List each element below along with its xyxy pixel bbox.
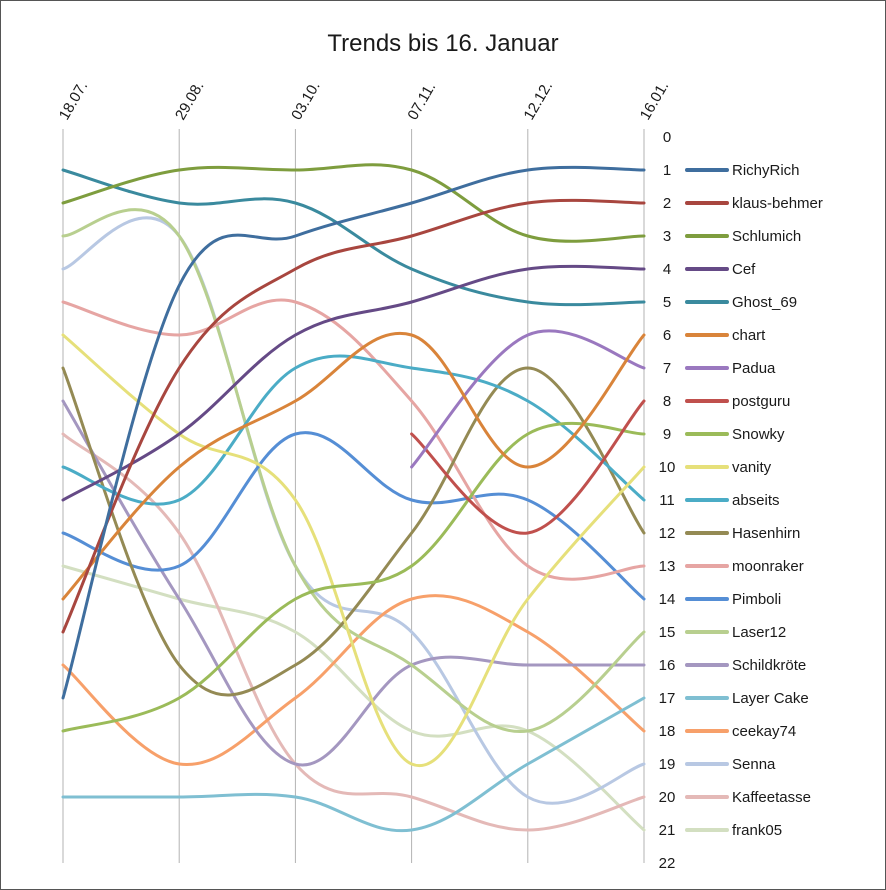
legend-label-pimboli: Pimboli [732, 591, 781, 608]
series-line-klaus-behmer [61, 198, 646, 634]
series-line-chart [61, 331, 646, 601]
series-line-richyrich [61, 165, 646, 700]
y-tick-label: 22 [659, 855, 676, 872]
legend-label-postguru: postguru [732, 393, 790, 410]
y-tick-label: 20 [659, 789, 676, 806]
y-tick-label: 12 [659, 525, 676, 542]
y-tick-label: 7 [663, 360, 671, 377]
x-tick-label: 29.08. [172, 78, 208, 123]
series-line-snowky [61, 421, 646, 733]
y-tick-label: 19 [659, 756, 676, 773]
legend-label-laser12: Laser12 [732, 624, 786, 641]
x-tick-label: 12.12. [521, 78, 557, 123]
y-tick-label: 4 [663, 261, 671, 278]
legend-label-cef: Cef [732, 261, 756, 278]
y-tick-label: 3 [663, 228, 671, 245]
chart-title: Trends bis 16. Januar [327, 30, 558, 57]
legend-label-hasenhirn: Hasenhirn [732, 525, 800, 542]
y-tick-label: 14 [659, 591, 676, 608]
x-tick-label: 03.10. [288, 78, 324, 123]
y-tick-label: 2 [663, 195, 671, 212]
y-tick-label: 16 [659, 657, 676, 674]
x-axis-tick-labels: 18.07. 29.08. 03.10. 07.11. 12.12. 16.01. [56, 78, 673, 123]
y-tick-label: 6 [663, 327, 671, 344]
legend-label-snowky: Snowky [732, 426, 785, 443]
series-line-laser12 [61, 208, 646, 734]
legend-label-richyrich: RichyRich [732, 162, 800, 179]
series-line-padua [410, 329, 646, 469]
y-tick-label: 17 [659, 690, 676, 707]
y-tick-label: 13 [659, 558, 676, 575]
legend-label-moonraker: moonraker [732, 558, 804, 575]
y-tick-label: 18 [659, 723, 676, 740]
y-tick-label: 21 [659, 822, 676, 839]
legend-label-schildkr-te: Schildkröte [732, 657, 806, 674]
series-line-kaffeetasse [61, 432, 646, 832]
series-line-schlumich [61, 163, 646, 243]
legend-label-klaus-behmer: klaus-behmer [732, 195, 823, 212]
x-tick-label: 07.11. [404, 79, 439, 123]
legend-label-kaffeetasse: Kaffeetasse [732, 789, 811, 806]
legend-label-senna: Senna [732, 756, 776, 773]
legend-label-vanity: vanity [732, 459, 772, 476]
series-line-ghost-69 [61, 168, 646, 307]
y-tick-label: 8 [663, 393, 671, 410]
y-tick-label: 9 [663, 426, 671, 443]
y-tick-label: 5 [663, 294, 671, 311]
legend: RichyRich klaus-behmer Schlumich Cef Ghost_6… [685, 162, 823, 839]
series-line-cef [61, 264, 646, 502]
legend-label-schlumich: Schlumich [732, 228, 801, 245]
series-line-ceekay74 [61, 594, 646, 767]
legend-label-layer-cake: Layer Cake [732, 690, 809, 707]
x-tick-label: 18.07. [56, 78, 92, 123]
legend-label-chart: chart [732, 327, 766, 344]
legend-label-abseits: abseits [732, 492, 780, 509]
y-tick-label: 15 [659, 624, 676, 641]
series-line-abseits [61, 354, 646, 506]
series-line-postguru [410, 399, 646, 535]
vertical-gridlines [62, 129, 645, 863]
legend-label-ceekay74: ceekay74 [732, 723, 796, 740]
x-tick-label: 16.01. [637, 78, 673, 123]
series-line-pimboli [61, 431, 646, 601]
series-line-hasenhirn [61, 366, 646, 697]
y-tick-label: 11 [659, 492, 675, 509]
y-tick-label: 10 [659, 459, 676, 476]
legend-label-ghost-69: Ghost_69 [732, 294, 797, 311]
legend-label-frank05: frank05 [732, 822, 782, 839]
series-line-moonraker [61, 298, 646, 581]
series-line-frank05 [61, 564, 646, 832]
series-line-schildkr-te [61, 399, 646, 767]
series-lines [61, 163, 646, 833]
y-tick-label: 0 [663, 129, 671, 146]
y-tick-label: 1 [663, 162, 671, 179]
legend-label-padua: Padua [732, 360, 776, 377]
series-line-layer-cake [61, 696, 646, 833]
